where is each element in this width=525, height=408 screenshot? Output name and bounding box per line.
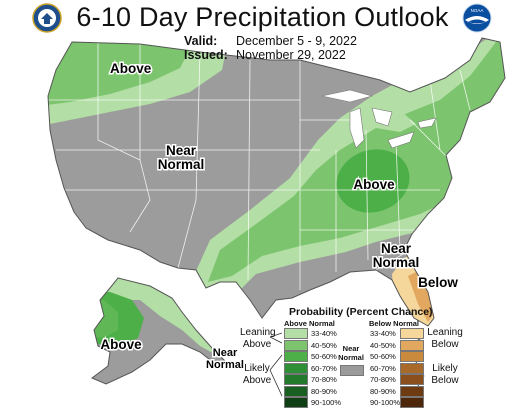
legend-swatch-above-5	[284, 385, 308, 397]
legend-range-above-2: 50-60%	[311, 352, 337, 361]
alaska-border	[91, 277, 227, 385]
legend-swatch-below-2	[400, 351, 424, 362]
legend-range-below-2: 50-60%	[370, 352, 396, 361]
map-label-near-normal-west-1: Near	[166, 143, 197, 158]
legend-swatch-near-normal	[340, 365, 364, 376]
map-label-above-ak: Above	[100, 337, 142, 352]
issued-value: November 29, 2022	[236, 48, 346, 62]
legend-swatch-above-1	[284, 339, 308, 351]
legend-below-header: Below Normal	[369, 319, 420, 328]
legend-swatch-below-1	[400, 339, 424, 351]
conus-border	[47, 37, 506, 327]
map-label-near-normal-ak-1: Near	[213, 347, 238, 359]
map-label-above-ohio: Above	[353, 177, 395, 192]
legend-swatch-below-4	[400, 374, 424, 385]
legend-swatch-below-3	[400, 362, 424, 374]
valid-value: December 5 - 9, 2022	[236, 34, 357, 48]
issued-label: Issued:	[184, 48, 228, 62]
map-label-near-normal-se-2: Normal	[373, 255, 420, 270]
legend-title: Probability (Percent Chance)	[289, 306, 433, 318]
legend-swatch-above-3	[284, 362, 308, 374]
alaska-region	[92, 278, 226, 384]
legend-above-header: Above Normal	[284, 319, 335, 328]
legend-range-above-0: 33-40%	[311, 329, 337, 338]
legend-swatch-above-6	[284, 397, 308, 408]
issued-dates: Issued: November 29, 2022	[184, 48, 346, 62]
legend-leaning-below: Leaning Below	[427, 327, 463, 350]
legend-likely-above: Likely Above	[242, 363, 272, 386]
map-label-below-fl: Below	[418, 275, 458, 290]
legend-swatch-below-6	[400, 397, 424, 408]
legend-range-above-6: 90-100%	[311, 398, 342, 407]
legend-swatch-above-2	[284, 351, 308, 362]
map-label-near-normal-se-1: Near	[381, 241, 412, 256]
svg-text:NOAA: NOAA	[471, 8, 484, 13]
nw-above-area	[48, 38, 200, 106]
legend-swatch-above-0	[284, 328, 308, 339]
legend-leaning-above: Leaning Above	[240, 327, 276, 350]
noaa-logo-icon: NOAA	[462, 3, 492, 33]
legend-range-below-4: 70-80%	[370, 375, 396, 384]
valid-dates: Valid: December 5 - 9, 2022	[184, 34, 357, 48]
legend-range-above-1: 40-50%	[311, 340, 337, 350]
legend-range-above-4: 70-80%	[311, 375, 337, 384]
valid-label: Valid:	[184, 34, 218, 48]
legend-near-normal-label: Near Normal	[338, 344, 364, 362]
legend-range-above-3: 60-70%	[311, 363, 337, 373]
map-label-near-normal-ak-2: Normal	[206, 359, 244, 371]
map-label-above-nw: Above	[110, 61, 152, 76]
legend-range-above-5: 80-90%	[311, 386, 337, 396]
legend-swatch-below-0	[400, 328, 424, 339]
page-title: 6-10 Day Precipitation Outlook	[76, 2, 449, 32]
legend-range-below-3: 60-70%	[370, 363, 396, 373]
legend-likely-below: Likely Below	[431, 363, 459, 386]
great-lakes	[321, 89, 437, 149]
legend-range-below-1: 40-50%	[370, 340, 396, 350]
commerce-seal-icon	[32, 3, 62, 33]
legend-range-below-5: 80-90%	[370, 386, 396, 396]
legend-range-below-6: 90-100%	[370, 398, 401, 407]
legend-swatch-above-4	[284, 374, 308, 385]
ohio-valley-above-area	[336, 149, 410, 213]
legend-range-below-0: 33-40%	[370, 329, 396, 338]
legend-swatch-below-5	[400, 385, 424, 397]
map-label-near-normal-west-2: Normal	[158, 157, 205, 172]
